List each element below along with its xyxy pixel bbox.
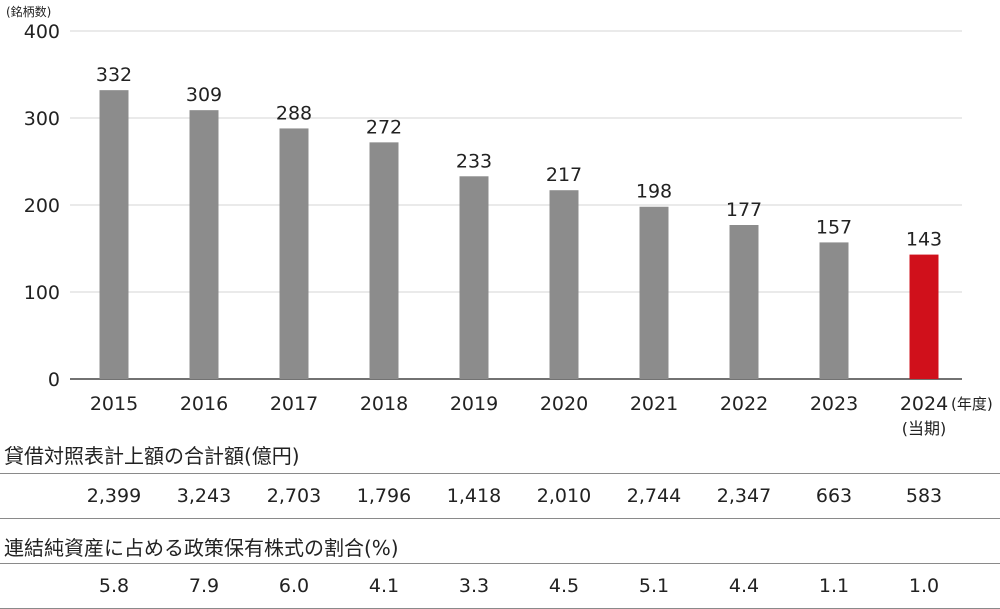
- bar: [279, 128, 309, 379]
- table-cell: 2,703: [266, 485, 322, 507]
- x-tick-label: 2018: [360, 393, 408, 415]
- x-tick-label: 2017: [270, 393, 318, 415]
- bar: [909, 254, 939, 379]
- x-tick-label: 2020: [540, 393, 588, 415]
- bar-value-label: 272: [366, 116, 402, 138]
- table-cell: 2,347: [716, 485, 772, 507]
- table-cell: 6.0: [278, 575, 310, 597]
- table-cell: 3,243: [176, 485, 232, 507]
- bar-value-label: 157: [816, 216, 852, 238]
- bar-value-label: 143: [906, 229, 942, 251]
- bar: [459, 176, 489, 379]
- y-tick-label: 100: [24, 282, 60, 304]
- x-tick-label: 2023: [810, 393, 858, 415]
- bar-value-label: 198: [636, 181, 672, 203]
- table-cell: 4.5: [548, 575, 580, 597]
- x-tick-label: 2019: [450, 393, 498, 415]
- table-cell: 7.9: [188, 575, 220, 597]
- x-tick-label: 2015: [90, 393, 138, 415]
- table-row: 2,399 3,243 2,703 1,796 1,418 2,010 2,74…: [0, 473, 1000, 519]
- current-year-note: (当期): [902, 419, 947, 438]
- bar: [549, 190, 579, 379]
- table-cell: 5.8: [98, 575, 130, 597]
- bar-value-label: 288: [276, 102, 312, 124]
- bar: [369, 142, 399, 379]
- bar-value-label: 217: [546, 164, 582, 186]
- bar-value-label: 332: [96, 64, 132, 86]
- y-tick-label: 400: [24, 21, 60, 43]
- bar-value-label: 177: [726, 199, 762, 221]
- table-cell: 1.0: [908, 575, 940, 597]
- table-cell: 583: [905, 485, 943, 507]
- table-cell: 4.1: [368, 575, 400, 597]
- bar-value-label: 233: [456, 150, 492, 172]
- table-cell: 5.1: [638, 575, 670, 597]
- bar: [729, 225, 759, 379]
- table-title: 連結純資産に占める政策保有株式の割合(%): [4, 536, 399, 560]
- table-cell: 3.3: [458, 575, 490, 597]
- bar: [819, 242, 849, 379]
- table-cell: 1.1: [818, 575, 850, 597]
- y-tick-label: 300: [24, 108, 60, 130]
- bar: [189, 110, 219, 380]
- bar-value-label: 309: [186, 84, 222, 106]
- bar: [639, 206, 669, 379]
- bar: [99, 90, 129, 379]
- table-cell: 663: [815, 485, 853, 507]
- y-tick-label: 200: [24, 195, 60, 217]
- table-cell: 2,010: [536, 485, 592, 507]
- table-title: 貸借対照表計上額の合計額(億円): [4, 444, 300, 468]
- table-cell: 1,796: [356, 485, 412, 507]
- x-tick-label: 2022: [720, 393, 768, 415]
- table-row: 5.8 7.9 6.0 4.1 3.3 4.5 5.1 4.4 1.1 1.0: [0, 563, 1000, 609]
- table-cell: 2,399: [86, 485, 142, 507]
- table-cell: 1,418: [446, 485, 502, 507]
- x-tick-label: 2021: [630, 393, 678, 415]
- x-tick-label: 2016: [180, 393, 228, 415]
- y-tick-label: 0: [48, 369, 60, 391]
- y-unit-label: (銘柄数): [6, 4, 51, 19]
- bar-chart: (銘柄数) 0 100 200 300 400 332 2015 309 2016 288 2017 2…: [6, 4, 993, 438]
- x-unit-label: (年度): [951, 395, 993, 413]
- x-tick-label: 2024: [900, 393, 948, 415]
- table-cell: 4.4: [728, 575, 760, 597]
- table-cell: 2,744: [626, 485, 682, 507]
